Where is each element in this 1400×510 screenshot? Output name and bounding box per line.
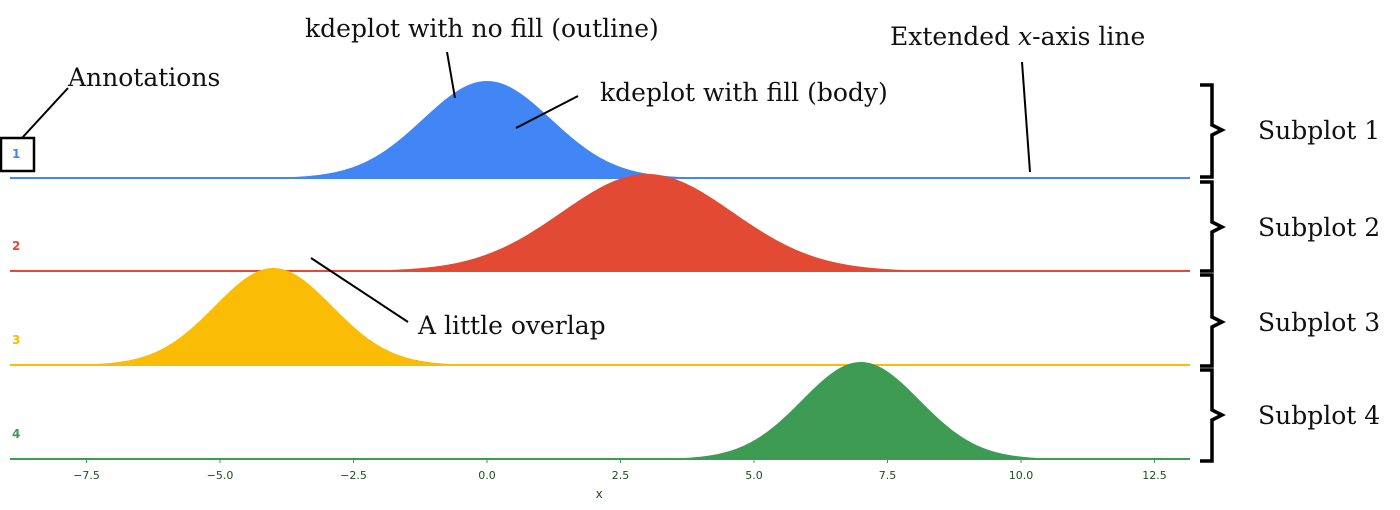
extended-axis-callout: Extended x-axis line [890, 22, 1145, 51]
x-axis: −7.5 −5.0 −2.5 0.0 2.5 5.0 7.5 10.0 12.5 x [73, 459, 1167, 501]
x-axis-label: x [596, 487, 603, 501]
extended-axis-var: x [1018, 22, 1032, 51]
x-tick-label: 2.5 [612, 469, 630, 482]
subplot-3-label: Subplot 3 [1258, 308, 1380, 337]
x-tick-label: 0.0 [478, 469, 496, 482]
annotation-layer: Annotations kdeplot with no fill (outlin… [0, 14, 1380, 463]
ridge-4-label: 4 [12, 427, 20, 441]
ridge-1-label: 1 [12, 147, 20, 161]
ridge-plots: 1 2 3 4 [10, 81, 1190, 460]
ridge-4-density-area [10, 362, 1190, 459]
annotation-box [0, 136, 36, 173]
body-pointer [515, 95, 579, 129]
ridge-2-density-area [10, 174, 1190, 271]
ridge-3: 3 [10, 268, 1190, 366]
subplot-1-brace [1200, 83, 1226, 179]
overlap-callout: A little overlap [417, 311, 606, 340]
outline-callout: kdeplot with no fill (outline) [305, 14, 659, 43]
subplot-2-label: Subplot 2 [1258, 213, 1380, 242]
x-tick-label: 10.0 [1009, 469, 1034, 482]
x-tick-label: 7.5 [879, 469, 897, 482]
extended-axis-suffix: -axis line [1032, 22, 1145, 51]
body-callout: kdeplot with fill (body) [600, 78, 888, 107]
subplot-4-label: Subplot 4 [1258, 401, 1380, 430]
subplot-3-brace [1200, 273, 1226, 368]
outline-pointer [446, 51, 456, 99]
ridge-4: 4 [10, 362, 1190, 460]
ridge-3-density-area [10, 268, 1190, 365]
extended-axis-pointer [1021, 61, 1031, 173]
x-tick-label: −2.5 [340, 469, 367, 482]
ridge-2: 2 [10, 174, 1190, 272]
extended-axis-prefix: Extended [890, 22, 1018, 51]
x-tick-label: 5.0 [745, 469, 763, 482]
x-tick-label: 12.5 [1142, 469, 1167, 482]
annotations-pointer [21, 87, 69, 139]
x-tick-label: −7.5 [73, 469, 100, 482]
ridge-1: 1 [10, 81, 1190, 179]
annotations-callout: Annotations [67, 63, 220, 92]
ridge-2-label: 2 [12, 239, 20, 253]
ridge-3-label: 3 [12, 333, 20, 347]
x-tick-label: −5.0 [207, 469, 234, 482]
subplot-4-brace [1200, 368, 1226, 463]
ridge-1-density-area [10, 81, 1190, 178]
subplot-1-label: Subplot 1 [1258, 116, 1380, 145]
overlap-pointer [310, 257, 409, 323]
subplot-2-brace [1200, 180, 1226, 273]
